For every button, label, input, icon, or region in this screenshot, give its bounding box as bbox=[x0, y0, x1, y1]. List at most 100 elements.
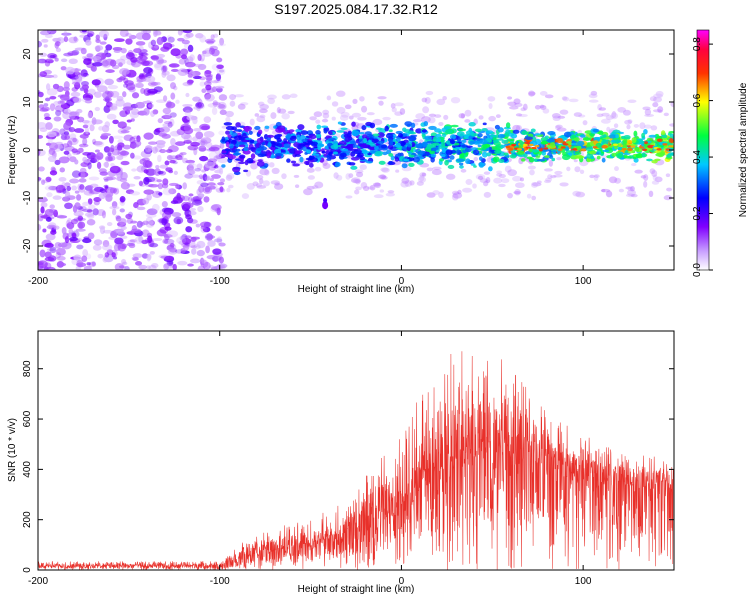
heatmap-cell bbox=[439, 158, 445, 162]
heatmap-cell bbox=[297, 124, 305, 130]
heatmap-cell bbox=[162, 187, 174, 196]
heatmap-cell bbox=[512, 175, 522, 182]
heatmap-cell bbox=[605, 115, 614, 120]
heatmap-cell bbox=[55, 141, 63, 146]
heatmap-cell bbox=[188, 162, 195, 167]
heatmap-cell bbox=[542, 108, 550, 114]
heatmap-cell bbox=[426, 167, 434, 172]
heatmap-cell bbox=[608, 134, 617, 139]
heatmap-cell bbox=[294, 184, 300, 188]
heatmap-cell bbox=[49, 96, 57, 100]
heatmap-cell bbox=[162, 65, 168, 73]
heatmap-cell bbox=[339, 152, 347, 158]
heatmap-cell bbox=[529, 169, 535, 176]
heatmap-cell bbox=[184, 173, 194, 179]
heatmap-cell bbox=[47, 155, 57, 163]
x-tick-label: -200 bbox=[28, 276, 48, 287]
heatmap-cell bbox=[148, 220, 154, 225]
heatmap-cell bbox=[55, 109, 62, 117]
heatmap-cell bbox=[166, 259, 174, 266]
heatmap-cell bbox=[161, 70, 167, 78]
heatmap-cell bbox=[441, 147, 446, 154]
heatmap-cell bbox=[84, 120, 93, 127]
heatmap-cell bbox=[112, 135, 124, 139]
heatmap-cell bbox=[478, 156, 483, 161]
heatmap-cell bbox=[501, 178, 510, 184]
heatmap-cell bbox=[120, 55, 130, 61]
heatmap-cell bbox=[143, 67, 153, 74]
heatmap-cell bbox=[82, 249, 89, 257]
heatmap-cell bbox=[82, 137, 88, 146]
heatmap-cell bbox=[95, 152, 104, 161]
heatmap-cell bbox=[217, 157, 229, 164]
heatmap-cell bbox=[627, 119, 633, 124]
heatmap-cell bbox=[627, 186, 634, 192]
heatmap-cell bbox=[168, 182, 179, 187]
heatmap-cell bbox=[412, 118, 422, 123]
heatmap-cell bbox=[585, 146, 594, 152]
heatmap-cell bbox=[69, 110, 76, 119]
heatmap-cell bbox=[496, 138, 504, 141]
heatmap-cell bbox=[215, 154, 222, 159]
heatmap-cell bbox=[239, 154, 246, 159]
heatmap-cell bbox=[149, 250, 155, 255]
heatmap-cell bbox=[485, 130, 494, 134]
heatmap-cell bbox=[169, 112, 177, 118]
heatmap-cell bbox=[211, 80, 219, 84]
heatmap-cell bbox=[147, 88, 159, 94]
heatmap-cell bbox=[307, 140, 314, 144]
heatmap-cell bbox=[58, 177, 67, 182]
heatmap-cell bbox=[377, 140, 385, 145]
heatmap-cell bbox=[146, 100, 151, 104]
heatmap-cell bbox=[45, 122, 53, 130]
heatmap-cell bbox=[110, 230, 118, 239]
heatmap-cell bbox=[495, 114, 501, 119]
heatmap-cell bbox=[49, 246, 57, 254]
heatmap-cell bbox=[160, 46, 170, 52]
heatmap-cell bbox=[477, 133, 483, 138]
heatmap-cell bbox=[145, 265, 151, 270]
heatmap-cell bbox=[521, 158, 526, 162]
heatmap-cell bbox=[196, 249, 205, 257]
heatmap-cell bbox=[600, 118, 611, 124]
heatmap-cell bbox=[202, 173, 208, 182]
heatmap-cell bbox=[38, 224, 42, 231]
heatmap-cell bbox=[328, 135, 332, 139]
heatmap-cell bbox=[87, 198, 93, 205]
heatmap-cell bbox=[187, 73, 193, 78]
heatmap-cell bbox=[41, 106, 50, 112]
heatmap-cell bbox=[505, 122, 511, 129]
heatmap-cell bbox=[90, 155, 96, 161]
heatmap-cell bbox=[104, 178, 109, 182]
heatmap-cell bbox=[140, 60, 150, 66]
heatmap-cell bbox=[528, 143, 534, 147]
heatmap-cell bbox=[44, 30, 51, 34]
heatmap-cell bbox=[611, 111, 617, 119]
heatmap-cell bbox=[249, 139, 255, 144]
heatmap-cell bbox=[379, 174, 386, 180]
heatmap-cell bbox=[322, 112, 330, 119]
heatmap-cell bbox=[444, 159, 449, 166]
heatmap-cell bbox=[323, 197, 328, 203]
heatmap-cell bbox=[132, 83, 141, 88]
heatmap-cell bbox=[626, 149, 635, 154]
heatmap-cell bbox=[626, 124, 631, 130]
heatmap-cell bbox=[170, 92, 176, 100]
heatmap-cell bbox=[157, 59, 168, 64]
heatmap-cell bbox=[464, 119, 471, 123]
heatmap-cell bbox=[246, 183, 255, 190]
heatmap-cell bbox=[577, 155, 585, 159]
heatmap-cell bbox=[494, 150, 501, 154]
heatmap-cell bbox=[481, 128, 488, 132]
heatmap-cell bbox=[85, 39, 92, 46]
heatmap-cell bbox=[140, 150, 152, 158]
heatmap-cell bbox=[146, 253, 152, 262]
heatmap-cell bbox=[154, 63, 165, 71]
heatmap-cell bbox=[643, 128, 648, 135]
heatmap-cell bbox=[345, 173, 351, 180]
heatmap-cell bbox=[99, 226, 106, 235]
heatmap-cell bbox=[654, 176, 663, 183]
heatmap-cell bbox=[106, 156, 113, 162]
heatmap-cell bbox=[161, 65, 167, 73]
heatmap-cell bbox=[87, 88, 96, 96]
